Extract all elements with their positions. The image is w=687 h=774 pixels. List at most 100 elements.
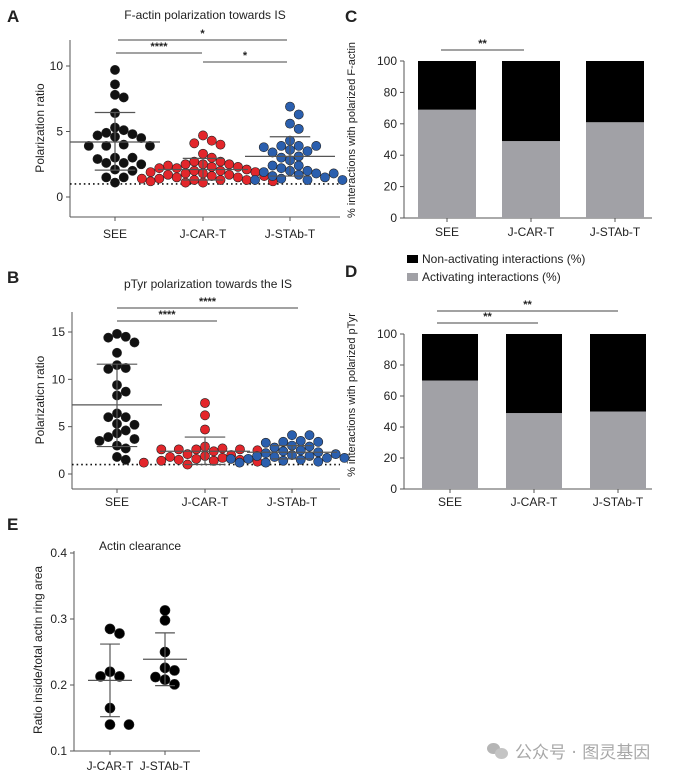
significance-label: **** (199, 296, 217, 308)
data-point (243, 453, 254, 464)
x-tick-label: SEE (438, 495, 462, 509)
data-point (163, 169, 173, 180)
x-tick-label: J-CAR-T (511, 495, 558, 509)
data-point (313, 436, 324, 447)
chart-title: pTyr polarization towards the IS (124, 277, 292, 291)
data-point (320, 172, 330, 183)
data-point (293, 141, 304, 151)
bar-segment (586, 122, 644, 218)
data-point (110, 89, 120, 100)
data-point (94, 435, 105, 446)
y-tick-label: 40 (384, 148, 398, 162)
data-point (250, 175, 260, 185)
data-point (169, 679, 180, 690)
data-point (278, 455, 289, 466)
data-point (173, 454, 184, 465)
data-point (136, 173, 147, 184)
data-point (260, 448, 271, 459)
data-point (200, 410, 210, 421)
panel-letter: E (7, 515, 18, 534)
x-tick-label: J-CAR-T (508, 225, 555, 239)
data-point (145, 176, 156, 187)
data-point (224, 159, 235, 170)
data-point (189, 138, 200, 149)
data-point (295, 445, 306, 456)
data-point (129, 337, 140, 348)
data-point (217, 453, 228, 463)
data-point (145, 141, 155, 151)
data-point (129, 419, 140, 430)
data-point (285, 118, 295, 129)
data-point (234, 457, 245, 468)
bar-segment (502, 61, 560, 142)
x-tick-label: J-CAR-T (182, 495, 229, 509)
y-tick-label: 20 (384, 451, 398, 465)
data-point (260, 437, 271, 448)
data-point (163, 160, 173, 171)
data-point (156, 455, 167, 466)
data-point (330, 449, 341, 460)
data-point (278, 446, 289, 457)
data-point (127, 165, 138, 176)
y-tick-label: 80 (384, 358, 398, 372)
data-point (276, 141, 287, 151)
data-point (198, 148, 208, 159)
data-point (304, 441, 315, 452)
data-point (311, 141, 322, 151)
y-tick-label: 60 (384, 117, 398, 131)
data-point (269, 452, 280, 462)
data-point (114, 628, 125, 639)
data-point (92, 130, 103, 141)
x-tick-label: J-STAb-T (140, 759, 191, 773)
significance-label: ** (478, 38, 487, 50)
data-point (252, 451, 262, 461)
y-tick-label: 0.3 (50, 612, 67, 626)
data-point (293, 160, 304, 171)
data-point (112, 347, 122, 358)
data-point (206, 152, 217, 163)
data-point (241, 175, 252, 185)
x-tick-label: J-STAb-T (265, 227, 316, 241)
data-point (95, 671, 106, 682)
y-tick-label: 5 (56, 125, 63, 139)
data-point (276, 163, 287, 174)
data-point (120, 412, 131, 423)
data-point (110, 177, 120, 188)
bar-segment (422, 334, 478, 381)
y-tick-label: 10 (52, 372, 66, 386)
x-tick-label: SEE (103, 227, 127, 241)
data-point (120, 363, 131, 373)
data-point (112, 328, 122, 339)
x-tick-label: J-STAb-T (590, 225, 641, 239)
data-point (208, 455, 219, 466)
y-tick-label: 15 (52, 325, 66, 339)
data-point (313, 456, 324, 467)
x-tick-label: J-STAb-T (267, 495, 318, 509)
data-point (120, 425, 131, 436)
data-point (302, 165, 313, 176)
data-point (276, 152, 287, 163)
data-point (169, 665, 180, 676)
data-point (198, 130, 208, 141)
data-point (123, 719, 135, 730)
bar-segment (586, 61, 644, 123)
data-point (103, 332, 114, 343)
data-point (304, 430, 315, 441)
y-tick-label: 10 (50, 59, 64, 73)
data-point (200, 424, 210, 435)
data-point (200, 398, 210, 408)
data-point (159, 605, 171, 616)
data-point (258, 142, 269, 153)
y-axis-label: % interactions with polarized pTyr (346, 313, 358, 477)
data-point (224, 169, 235, 180)
data-point (267, 147, 278, 158)
data-point (215, 165, 226, 176)
y-tick-label: 0 (58, 467, 65, 481)
y-tick-label: 5 (58, 420, 65, 434)
panel-letter: B (7, 268, 19, 287)
data-point (293, 169, 304, 180)
data-point (150, 671, 161, 683)
data-point (156, 444, 167, 455)
data-point (127, 129, 138, 140)
data-point (120, 331, 131, 342)
